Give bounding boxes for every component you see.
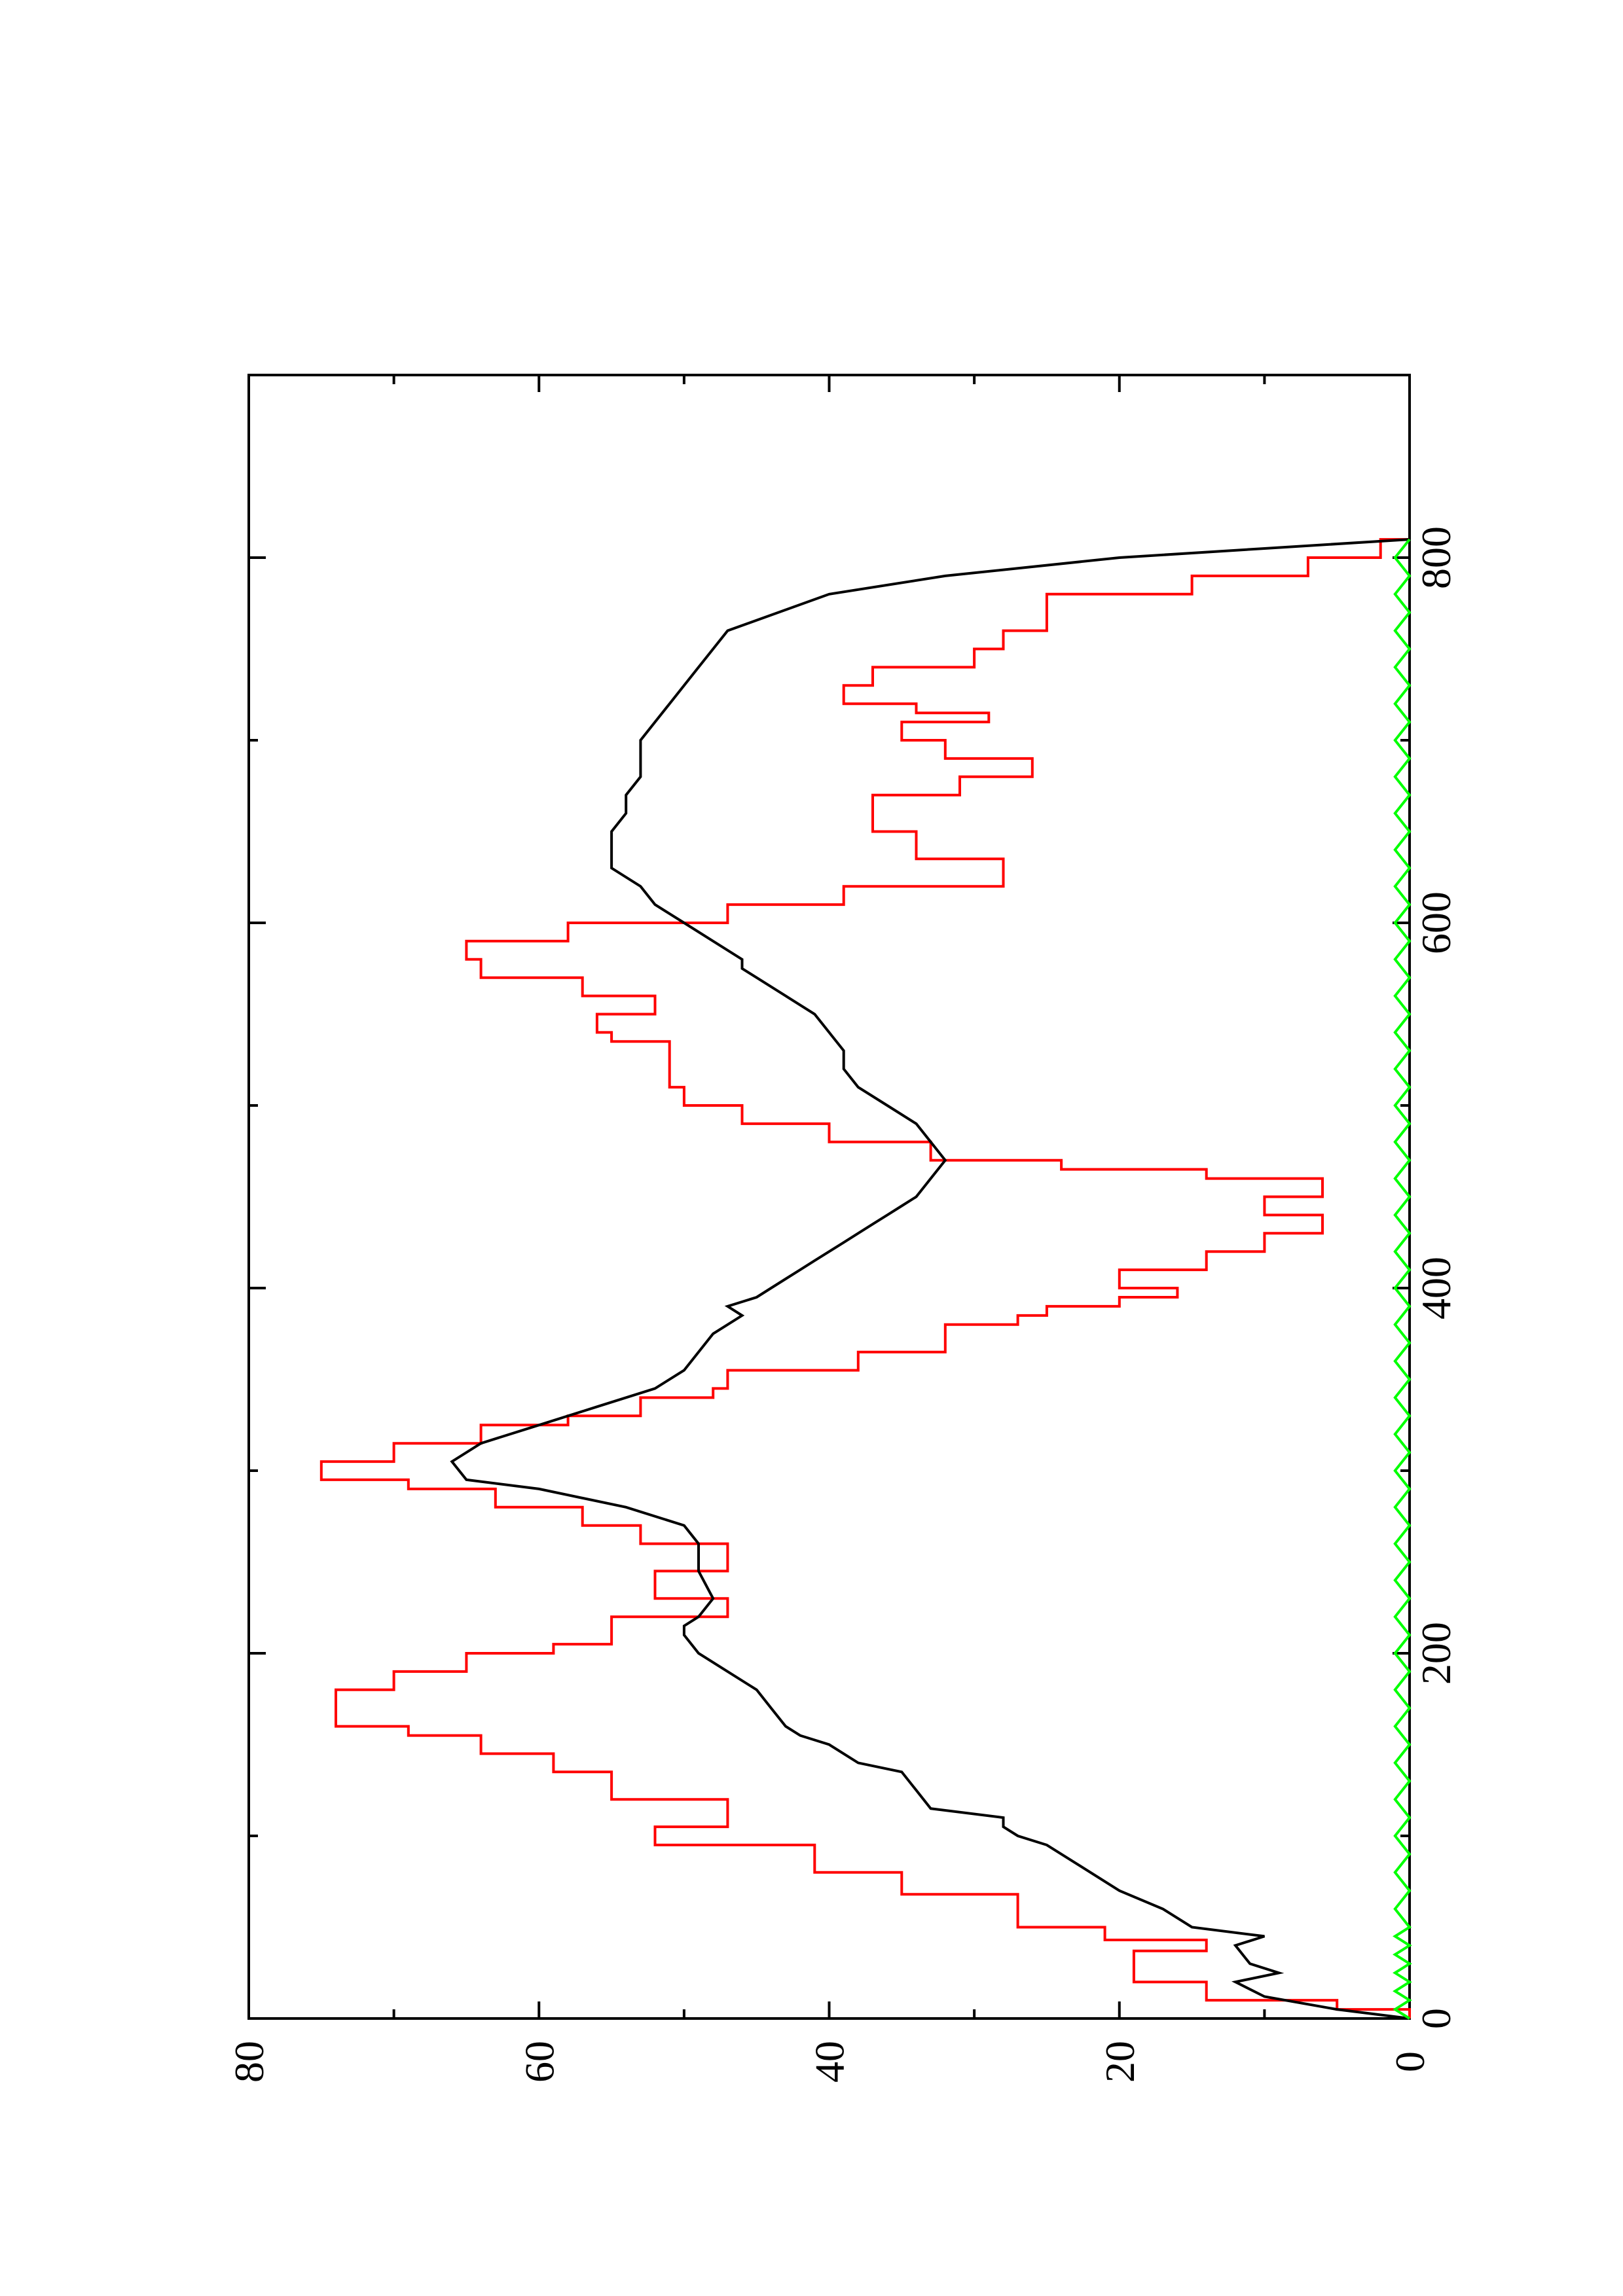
x-tick-label: 400 (1413, 1257, 1459, 1319)
tick-labels: 0 200 400 600 800 0 20 40 60 80 (226, 526, 1459, 2083)
y-tick-label: 20 (1097, 2041, 1143, 2083)
plot-frame (247, 374, 1411, 2020)
series-line-3 (1393, 538, 1412, 2020)
x-tick-label: 800 (1413, 526, 1459, 589)
y-tick-label: 60 (516, 2041, 562, 2083)
series-line-2 (450, 538, 1410, 2020)
y-tick-label: 40 (807, 2041, 853, 2083)
x-tick-label: 0 (1413, 2008, 1459, 2029)
y-tick-label: 80 (226, 2041, 272, 2083)
series-group (319, 538, 1412, 2020)
series-line-1 (319, 538, 1411, 2018)
axis-ticks (247, 375, 1411, 2020)
y-tick-label: 0 (1387, 2051, 1433, 2072)
x-tick-label: 600 (1413, 891, 1459, 954)
x-tick-label: 200 (1413, 1622, 1459, 1685)
